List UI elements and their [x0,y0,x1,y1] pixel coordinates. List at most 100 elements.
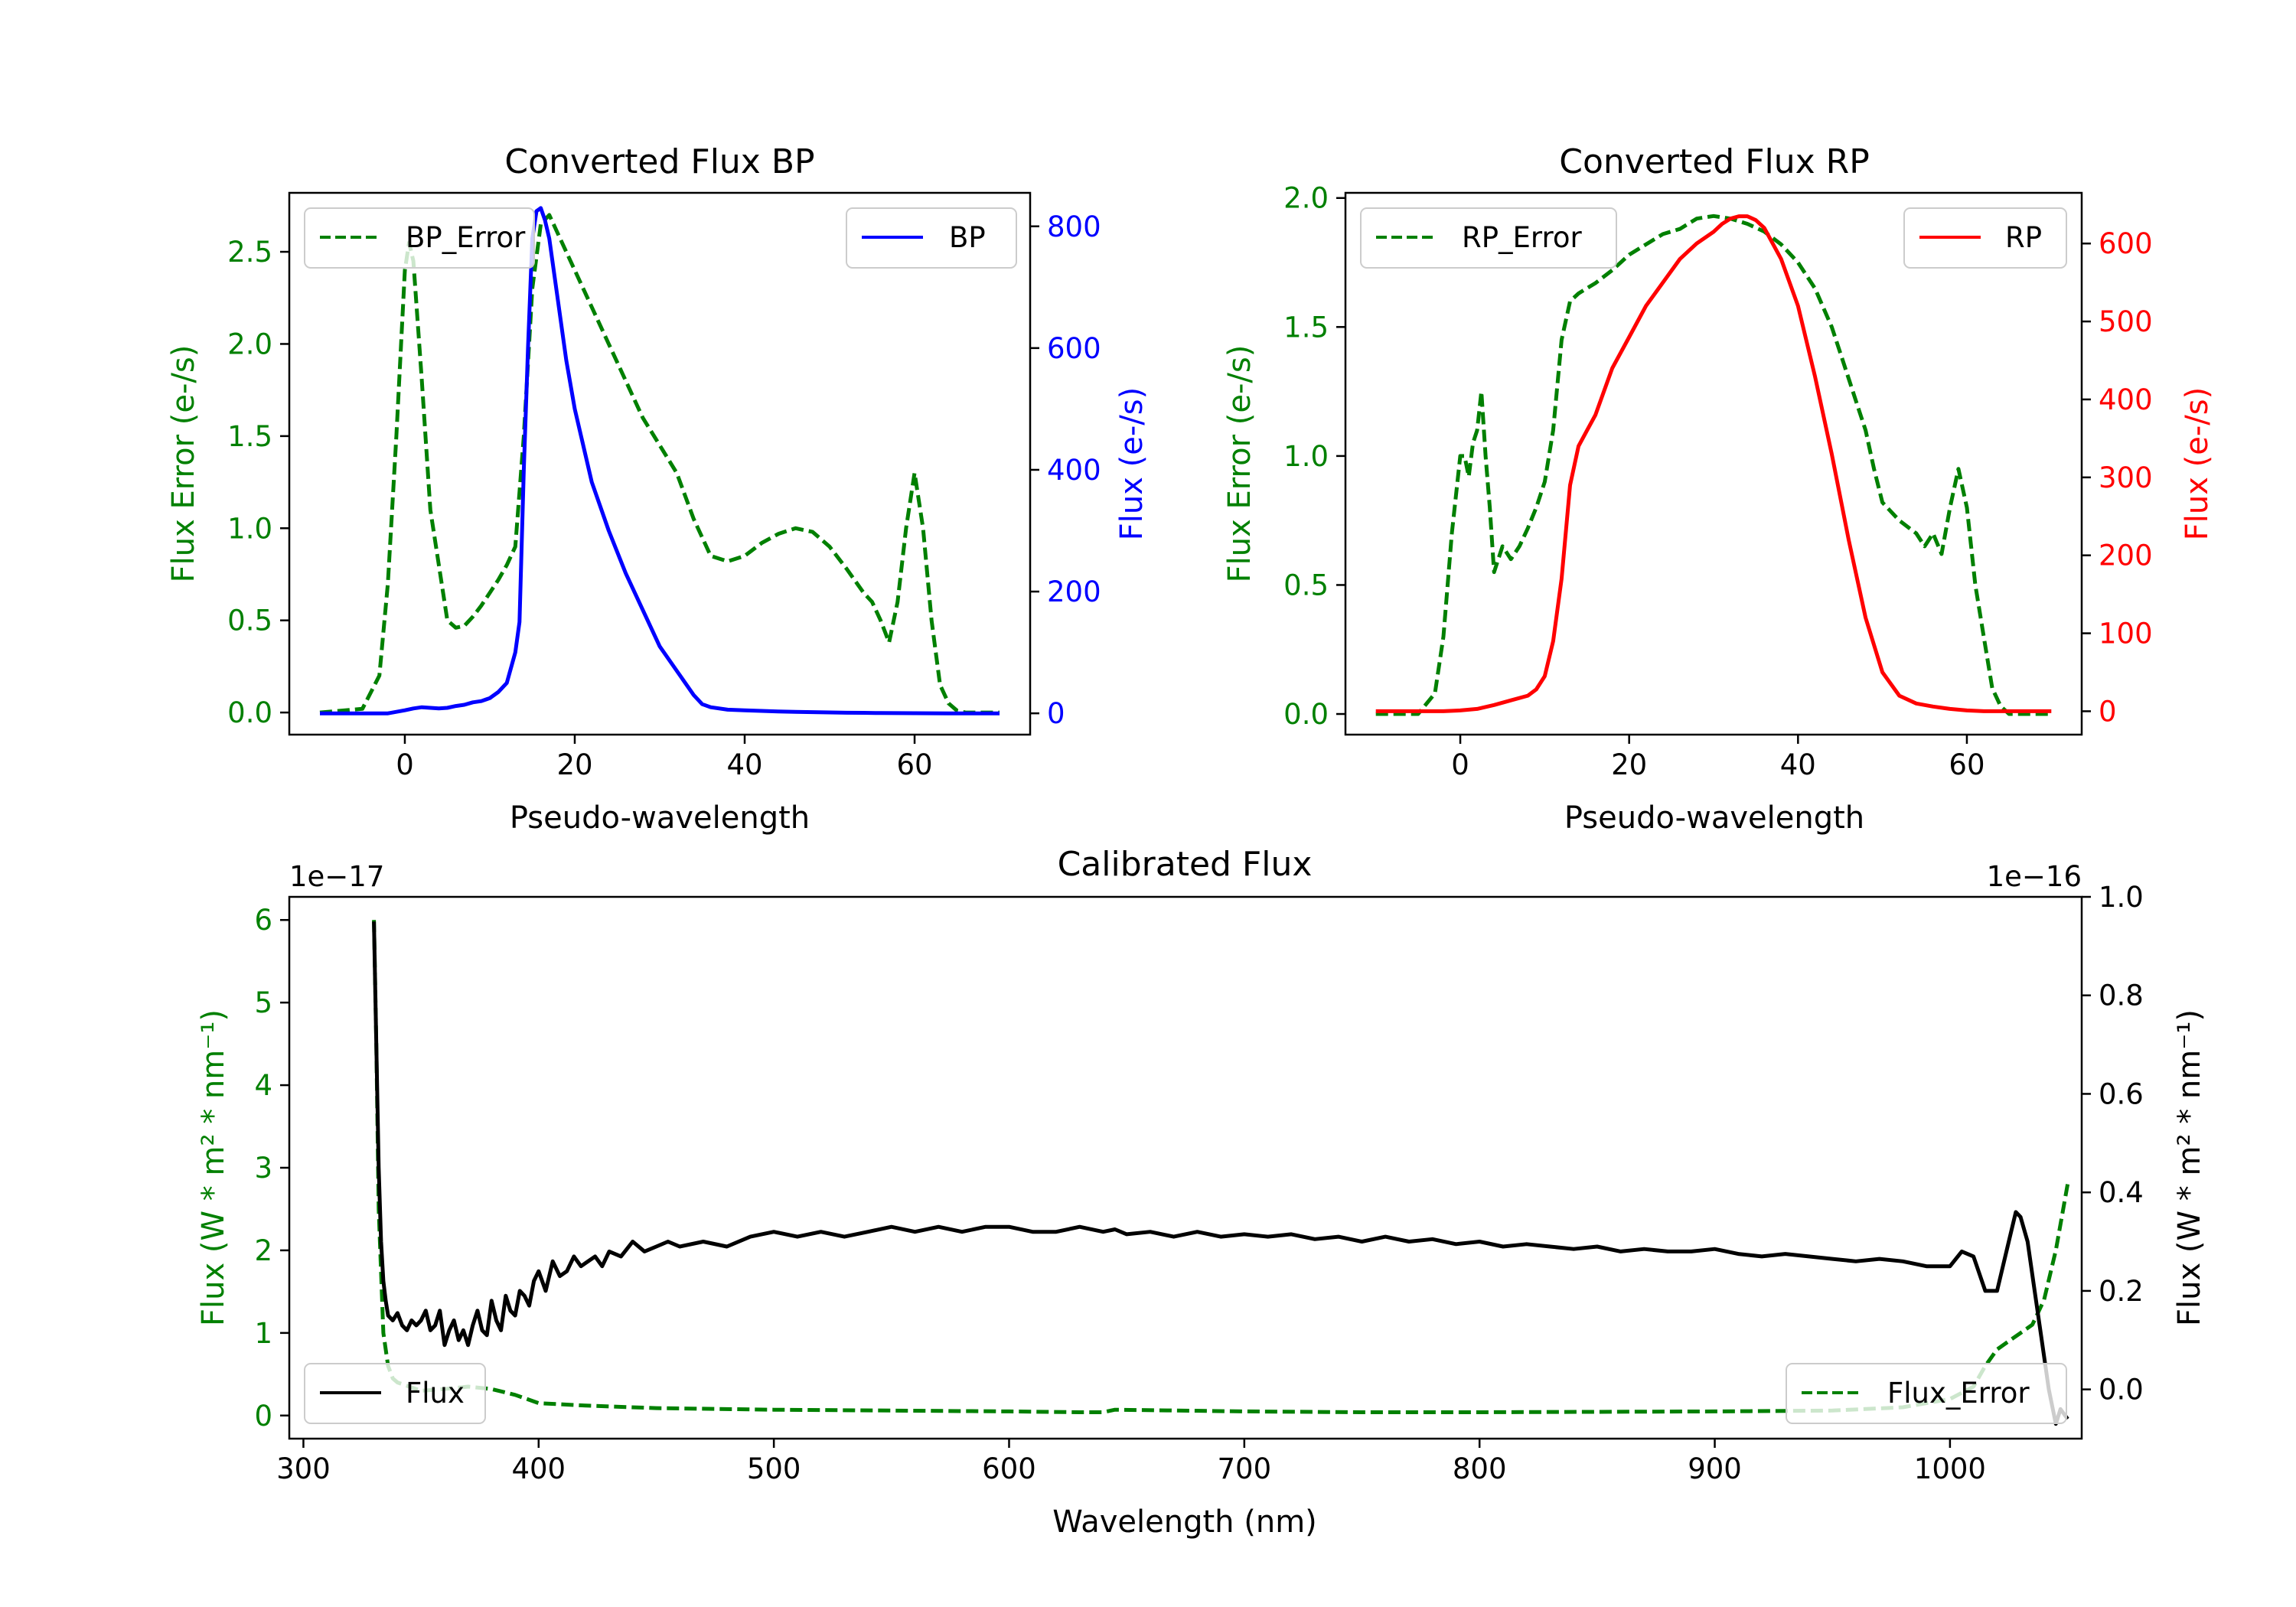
cal-xtick-label: 300 [276,1452,331,1485]
bp-ylabel-right: Flux (e-/s) [1114,387,1150,540]
rp-ytick-right-label: 600 [2099,227,2153,260]
subplot-rp: Converted Flux RP 0 20 40 60 0.0 0.5 1.0 1.5 2.0… [1222,142,2215,836]
cal-offset-right: 1e−16 [1987,860,2082,893]
bp-legend-left: BP_Error [304,207,535,269]
rp-ylabel-right: Flux (e-/s) [2180,387,2215,540]
cal-xtick-label: 400 [511,1452,566,1485]
bp-series-bp-error [319,213,1000,715]
rp-xtick-label: 40 [1780,748,1816,781]
cal-xtick-label: 800 [1453,1452,1507,1485]
subplot-calibrated: Calibrated Flux 300 400 500 600 700 800 900 100… [196,845,2207,1540]
cal-ytick-left-label: 1 [254,1317,272,1350]
rp-axes-frame [1344,191,2083,736]
cal-ytick-left-label: 4 [254,1069,272,1102]
cal-xtick-label: 500 [747,1452,801,1485]
subplot-bp: Converted Flux BP 0 20 40 60 0.0 0.5 1.0 1.5 2.0… [166,142,1150,836]
rp-title: Converted Flux RP [1559,142,1870,181]
cal-ytick-right-label: 0.0 [2099,1374,2144,1407]
rp-ytick-left-label: 2.0 [1283,182,1329,215]
rp-legend-left-label: RP_Error [1462,221,1582,254]
cal-ytick-left-label: 5 [254,986,272,1019]
rp-series-rp-error [1375,214,2052,716]
bp-ytick-right-label: 600 [1047,332,1101,365]
bp-legend-right: BP [846,207,1017,269]
rp-ytick-right-label: 300 [2099,461,2153,494]
cal-ytick-left-label: 2 [254,1234,272,1267]
cal-ytick-left-label: 6 [254,904,272,937]
bp-xtick-label: 0 [396,748,414,781]
rp-ticks: 0 20 40 60 0.0 0.5 1.0 1.5 2.0 0 100 200 300 400 500 60… [1283,182,2152,781]
cal-legend-left-box [304,1363,486,1424]
rp-xlabel: Pseudo-wavelength [1564,800,1864,836]
bp-ytick-right-label: 800 [1047,210,1101,243]
cal-legend-left-label: Flux [406,1377,465,1410]
rp-series-rp [1375,214,2052,713]
bp-series-bp [320,206,1000,715]
bp-legend-right-box [846,207,1017,269]
cal-xlabel: Wavelength (nm) [1052,1504,1317,1540]
cal-ticks: 300 400 500 600 700 800 900 1000 0 1 2 3 4 5 6 0.0 0.2 0.… [254,881,2143,1485]
bp-ytick-left-label: 0.5 [227,605,272,637]
bp-xtick-label: 20 [556,748,592,781]
cal-ylabel-left: Flux (W * m² * nm⁻¹) [196,1009,231,1326]
cal-legend-right: Flux_Error [1786,1363,2067,1424]
rp-ytick-right-label: 200 [2099,539,2153,572]
rp-ytick-left-label: 0.5 [1283,569,1329,601]
bp-ytick-left-label: 2.5 [227,236,272,269]
cal-title: Calibrated Flux [1058,845,1313,884]
bp-title: Converted Flux BP [504,142,814,181]
rp-legend-left-box [1360,207,1617,269]
bp-xtick-label: 40 [726,748,762,781]
cal-ytick-left-label: 0 [254,1400,272,1433]
cal-ytick-right-label: 1.0 [2099,881,2144,914]
cal-legend-left: Flux [304,1363,486,1424]
cal-ytick-left-label: 3 [254,1152,272,1185]
rp-legend-right-label: RP [2005,221,2042,254]
rp-ytick-right-label: 400 [2099,383,2153,416]
bp-ytick-left-label: 1.5 [227,420,272,453]
cal-xtick-label: 600 [982,1452,1036,1485]
bp-axes-frame [288,191,1032,736]
bp-xlabel: Pseudo-wavelength [510,800,810,836]
bp-ytick-left-label: 0.0 [227,696,272,729]
bp-xtick-label: 60 [896,748,932,781]
cal-xtick-label: 700 [1218,1452,1272,1485]
rp-ytick-right-label: 100 [2099,618,2153,650]
cal-legend-right-box [1786,1363,2067,1424]
rp-ytick-left-label: 1.5 [1283,311,1329,344]
rp-ytick-right-label: 500 [2099,305,2153,338]
bp-ytick-right-label: 200 [1047,575,1101,608]
bp-ylabel-left: Flux Error (e-/s) [166,345,201,583]
bp-legend-left-box [304,207,535,269]
bp-ytick-left-label: 2.0 [227,328,272,360]
cal-xtick-label: 900 [1688,1452,1742,1485]
bp-ytick-right-label: 0 [1047,697,1065,730]
cal-ytick-right-label: 0.4 [2099,1176,2144,1209]
cal-ylabel-right: Flux (W * m² * nm⁻¹) [2172,1009,2207,1326]
bp-legend-left-label: BP_Error [406,221,526,254]
rp-marks [1375,214,2052,716]
rp-legend-right-box [1903,207,2067,269]
cal-legend-right-label: Flux_Error [1887,1377,2030,1410]
cal-offset-left: 1e−17 [289,860,384,893]
rp-ytick-left-label: 0.0 [1283,698,1329,731]
rp-xtick-label: 0 [1451,748,1469,781]
bp-marks [319,206,1000,715]
cal-ytick-right-label: 0.6 [2099,1077,2144,1110]
cal-series-flux [372,921,2069,1426]
rp-ytick-left-label: 1.0 [1283,440,1329,473]
rp-ytick-right-label: 0 [2099,695,2117,728]
cal-xtick-label: 1000 [1914,1452,1986,1485]
rp-xtick-label: 20 [1611,748,1647,781]
rp-legend-right: RP [1903,207,2067,269]
rp-ylabel-left: Flux Error (e-/s) [1222,345,1257,583]
bp-ticks: 0 20 40 60 0.0 0.5 1.0 1.5 2.0 2.5 0 200 400 600 800 [227,210,1101,781]
bp-ytick-right-label: 400 [1047,454,1101,487]
bp-ytick-left-label: 1.0 [227,512,272,545]
rp-xtick-label: 60 [1949,748,1985,781]
bp-legend-right-label: BP [949,221,986,254]
rp-legend-left: RP_Error [1360,207,1617,269]
cal-ytick-right-label: 0.2 [2099,1275,2144,1308]
cal-ytick-right-label: 0.8 [2099,980,2144,1012]
